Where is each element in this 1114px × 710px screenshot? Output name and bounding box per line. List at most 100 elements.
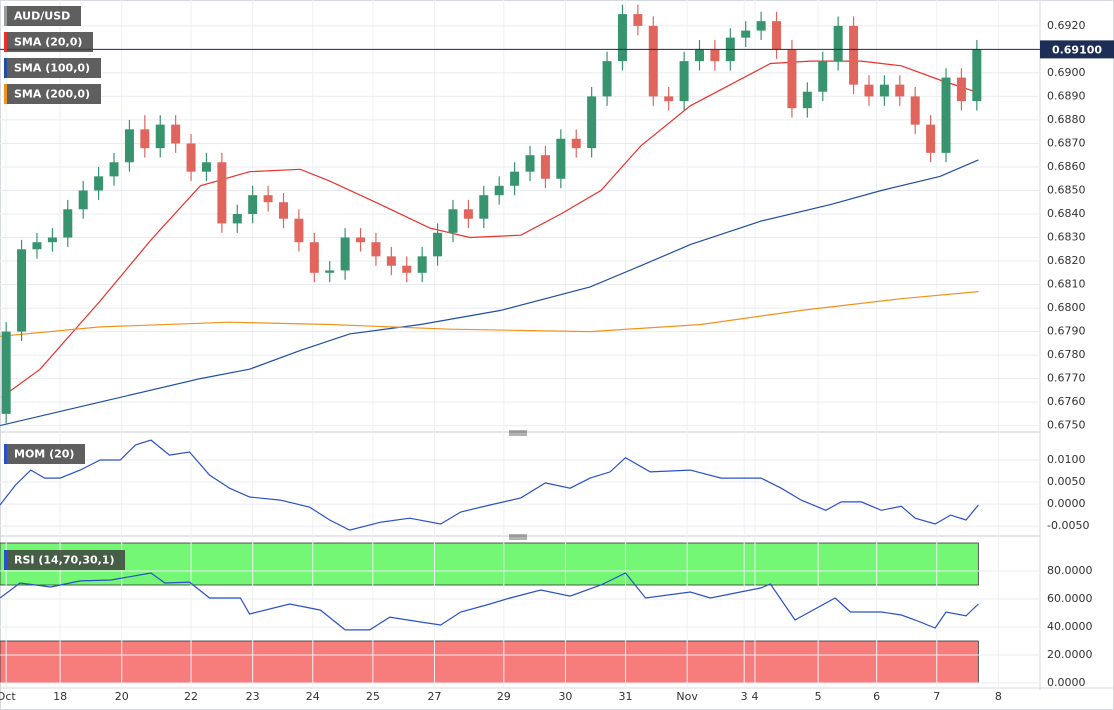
candle-body — [1, 331, 11, 414]
legend-swatch — [4, 58, 7, 78]
candle-body — [278, 202, 288, 219]
candle-body — [587, 96, 597, 149]
legend-box — [4, 84, 101, 104]
legend-box — [4, 6, 81, 26]
y-tick-label: 0.6890 — [1047, 89, 1086, 102]
zone — [0, 542, 979, 586]
y-tick-label: 40.0000 — [1047, 620, 1093, 633]
legend-label: AUD/USD — [14, 10, 70, 23]
candle-body — [617, 14, 627, 62]
candle-body — [879, 84, 889, 97]
y-tick-label: 0.6900 — [1047, 66, 1086, 79]
x-tick-label: 8 — [995, 690, 1002, 703]
indicator-line — [0, 572, 979, 631]
zone — [0, 640, 979, 684]
y-tick-label: 0.0050 — [1047, 475, 1086, 488]
y-tick-label: 0.0100 — [1047, 453, 1086, 466]
x-tick-label: 3 — [741, 690, 748, 703]
legend-swatch — [4, 32, 7, 52]
candle-body — [849, 25, 859, 85]
candle-body — [571, 138, 581, 149]
candle-body — [386, 256, 396, 266]
legend-label: SMA (200,0) — [14, 88, 90, 101]
candle-body — [155, 124, 165, 149]
candle-body — [217, 162, 227, 224]
candle-body — [463, 209, 473, 219]
y-tick-label: 0.6850 — [1047, 183, 1086, 196]
candle-body — [833, 25, 843, 62]
candle-body — [78, 190, 88, 210]
x-tick-label: Nov — [676, 690, 698, 703]
candle-body — [941, 77, 951, 153]
y-tick-label: 0.0000 — [1047, 676, 1086, 689]
legend-swatch — [4, 84, 7, 104]
last-price-box — [1040, 40, 1114, 59]
candle-body — [895, 84, 905, 97]
x-tick-label: 18 — [53, 690, 67, 703]
y-tick-label: 0.6790 — [1047, 325, 1086, 338]
x-tick-label: 20 — [115, 690, 129, 703]
candle-body — [186, 143, 196, 172]
candle-body — [309, 242, 319, 273]
y-tick-label: 20.0000 — [1047, 648, 1093, 661]
candle-body — [694, 49, 704, 62]
candle-body — [479, 195, 489, 219]
legend-swatch — [4, 550, 7, 570]
candle-body — [63, 209, 73, 238]
y-tick-label: 0.6820 — [1047, 254, 1086, 267]
x-tick-label: 7 — [933, 690, 940, 703]
x-tick-label: 25 — [366, 690, 380, 703]
candle-body — [448, 209, 458, 233]
candle-body — [109, 162, 119, 177]
candle-body — [926, 124, 936, 153]
candle-body — [124, 129, 134, 163]
x-tick-label: 23 — [246, 690, 260, 703]
candle-body — [371, 242, 381, 257]
candle-body — [494, 185, 504, 196]
last-price-label: 0.69100 — [1052, 43, 1102, 56]
layer-top: Oct 18 20 22 23 24 25 27 29 30 31 Nov 3 4 5 6 7 8 0.6750 0.… — [0, 6, 1114, 703]
sma-line — [1, 60, 976, 398]
candle-body — [510, 171, 520, 186]
y-tick-label: 0.6880 — [1047, 113, 1086, 126]
candle-body — [17, 249, 27, 332]
candle-body — [402, 265, 412, 273]
candle-body — [356, 237, 366, 243]
x-tick-label: 31 — [619, 690, 633, 703]
x-tick-label: 24 — [306, 690, 320, 703]
x-tick-label: 22 — [184, 690, 198, 703]
candle-body — [140, 129, 150, 149]
x-tick-label: 30 — [558, 690, 572, 703]
sma-line — [0, 159, 979, 427]
x-tick-label: 5 — [815, 690, 822, 703]
legend-label: SMA (100,0) — [14, 62, 90, 75]
legend-swatch — [4, 444, 7, 464]
candle-body — [679, 61, 689, 102]
y-tick-label: 0.6860 — [1047, 160, 1086, 173]
legend-box — [4, 32, 93, 52]
candle-body — [756, 21, 766, 31]
candle-body — [248, 195, 258, 214]
y-tick-label: 0.6750 — [1047, 419, 1086, 432]
legend-box — [4, 58, 101, 78]
candle-body — [664, 96, 674, 102]
candle-body — [556, 138, 566, 179]
legend-swatch — [4, 6, 7, 26]
candle-body — [294, 218, 304, 243]
layer-bg — [0, 542, 979, 684]
candle-body — [340, 237, 350, 271]
candle-body — [972, 49, 982, 102]
resize-handle[interactable] — [509, 430, 527, 540]
x-tick-label: 4 — [751, 690, 758, 703]
y-tick-label: 0.6770 — [1047, 372, 1086, 385]
candle-body — [864, 84, 874, 97]
y-tick-label: 0.6800 — [1047, 301, 1086, 314]
candle-body — [956, 77, 966, 102]
legend-label: MOM (20) — [14, 448, 74, 461]
legend-box — [4, 550, 125, 570]
y-tick-label: 80.0000 — [1047, 564, 1093, 577]
candle-body — [818, 61, 828, 92]
sma-line — [0, 291, 979, 337]
candle-body — [232, 214, 242, 224]
y-tick-label: 0.6780 — [1047, 348, 1086, 361]
